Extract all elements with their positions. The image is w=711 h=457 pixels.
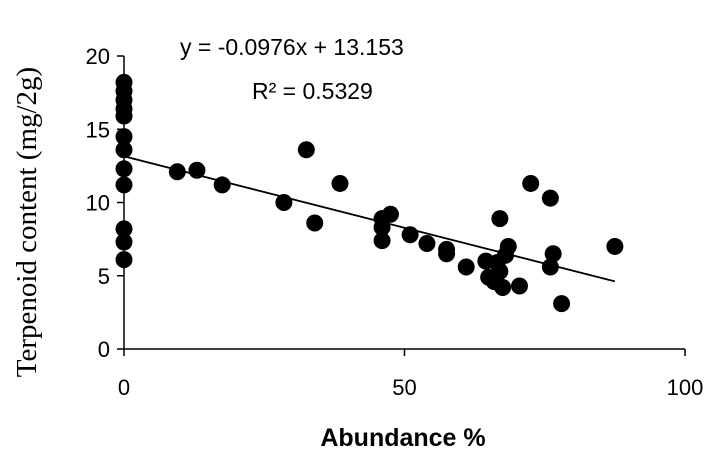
data-points: [115, 73, 624, 313]
x-tick-label: 100: [667, 375, 704, 400]
data-point: [115, 107, 133, 125]
y-tick-label: 0: [98, 337, 110, 362]
data-point: [373, 218, 391, 236]
r-squared-label: R² = 0.5329: [252, 78, 373, 104]
data-point: [606, 237, 624, 255]
data-point: [115, 160, 133, 178]
y-tick-label: 10: [86, 191, 110, 216]
data-point: [499, 237, 517, 255]
trendline-equation: y = -0.0976x + 13.153: [180, 34, 404, 60]
x-tick-label: 50: [392, 375, 416, 400]
data-point: [541, 189, 559, 207]
data-point: [553, 295, 571, 313]
data-point: [418, 235, 436, 253]
trendline: [123, 155, 616, 283]
data-point: [115, 251, 133, 269]
data-point: [491, 210, 509, 228]
data-point: [373, 232, 391, 250]
data-point: [115, 220, 133, 238]
data-point: [457, 258, 475, 276]
y-tick-label: 15: [86, 117, 110, 142]
ticks: [117, 55, 686, 356]
data-point: [401, 226, 419, 244]
data-point: [213, 176, 231, 194]
data-point: [491, 262, 509, 280]
data-point: [331, 174, 349, 192]
data-point: [275, 194, 293, 211]
x-axis-label: Abundance %: [320, 424, 485, 452]
data-point: [115, 233, 133, 251]
y-tick-label: 5: [98, 264, 110, 289]
data-point: [115, 176, 133, 194]
tick-labels: 0 5 10 15 20 0 50 100: [86, 44, 704, 400]
data-point: [168, 163, 186, 181]
y-axis-label: Terpenoid content (mg/2g): [11, 67, 43, 377]
data-point: [494, 278, 512, 296]
x-tick-label: 0: [118, 375, 130, 400]
axes: [123, 56, 685, 350]
data-point: [381, 205, 399, 223]
data-point: [115, 128, 133, 146]
data-point: [522, 174, 540, 192]
data-point: [188, 161, 206, 179]
data-point: [544, 245, 562, 263]
data-point: [115, 141, 133, 159]
data-point: [438, 245, 456, 263]
data-point: [541, 258, 559, 276]
data-point: [306, 214, 324, 232]
data-point: [297, 141, 315, 159]
y-tick-label: 20: [86, 44, 110, 69]
data-point: [511, 277, 529, 295]
